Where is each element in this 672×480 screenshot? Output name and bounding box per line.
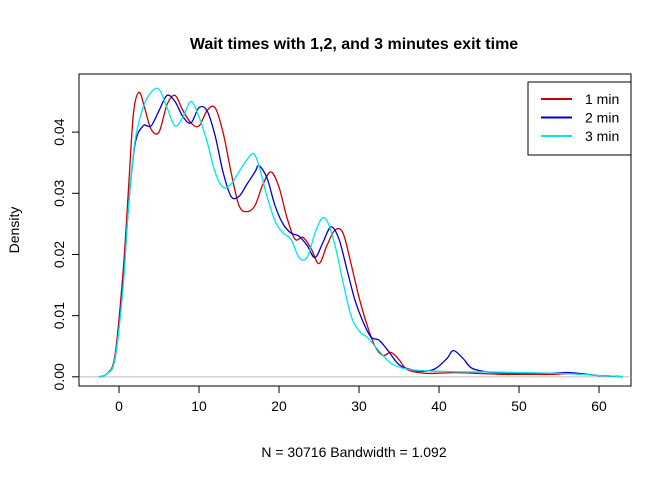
series-line-2 (98, 94, 624, 378)
legend-label-1: 1 min (585, 91, 619, 107)
y-tick-label: 0.04 (51, 118, 67, 145)
x-tick-label: 50 (511, 398, 527, 414)
series-line-1 (98, 91, 624, 378)
x-axis: 0 10 20 30 40 50 60 (115, 385, 607, 414)
x-tick-label: 30 (351, 398, 367, 414)
y-axis: 0.00 0.01 0.02 0.03 0.04 (51, 118, 80, 390)
x-axis-label: N = 30716 Bandwidth = 1.092 (261, 444, 446, 460)
legend-label-3: 3 min (585, 128, 619, 144)
x-tick-label: 40 (431, 398, 447, 414)
series-group (98, 87, 624, 378)
y-axis-label: Density (6, 207, 22, 254)
y-tick-label: 0.00 (51, 363, 67, 390)
x-tick-label: 0 (115, 398, 123, 414)
x-tick-label: 20 (271, 398, 287, 414)
x-tick-label: 60 (591, 398, 607, 414)
legend-label-2: 2 min (585, 110, 619, 126)
legend: 1 min 2 min 3 min (527, 81, 632, 156)
chart-title: Wait times with 1,2, and 3 minutes exit … (190, 36, 518, 53)
y-tick-label: 0.03 (51, 179, 67, 206)
x-tick-label: 10 (191, 398, 207, 414)
series-line-3 (98, 87, 624, 378)
y-tick-label: 0.02 (51, 241, 67, 268)
y-tick-label: 0.01 (51, 302, 67, 329)
